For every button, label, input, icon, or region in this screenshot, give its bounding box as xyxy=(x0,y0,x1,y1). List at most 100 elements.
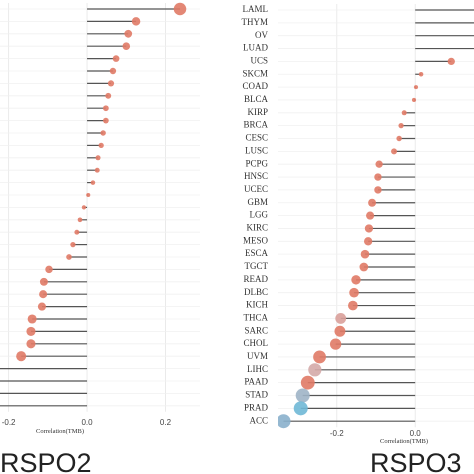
chart-title: RSPO3 xyxy=(370,448,462,474)
y-tick-label: THYM xyxy=(242,17,269,27)
dot xyxy=(81,205,87,210)
y-tick-label: PCPG xyxy=(245,158,268,168)
dot xyxy=(103,105,109,112)
y-tick-label: LUSC xyxy=(245,145,268,155)
y-tick-label: GBM xyxy=(247,197,268,207)
dot xyxy=(278,414,291,429)
dot xyxy=(447,57,455,66)
dot xyxy=(77,217,83,223)
dot xyxy=(349,287,359,298)
y-tick-label: SARC xyxy=(244,325,268,335)
y-tick-label: UVM xyxy=(247,351,268,361)
y-tick-label: BRCA xyxy=(243,120,268,130)
labels-right: -0.2 0.0 LAML THYM OV LUAD UCS SKCM COAD BLCA KIRP… xyxy=(242,4,462,474)
dot xyxy=(37,302,47,311)
dot xyxy=(366,211,375,220)
dot xyxy=(39,290,48,299)
dot xyxy=(348,300,358,311)
dot xyxy=(411,97,417,103)
y-tick-label: KIRC xyxy=(246,223,268,233)
dot xyxy=(308,363,322,377)
dot xyxy=(375,160,383,168)
dot xyxy=(313,350,326,364)
dot xyxy=(295,388,310,403)
y-tick-label: UCEC xyxy=(244,184,268,194)
chart-title: RSPO2 xyxy=(0,448,92,474)
y-tick-label: ESCA xyxy=(245,248,269,258)
dot xyxy=(86,192,91,198)
dot xyxy=(398,123,404,129)
y-tick-label: ACC xyxy=(249,415,268,425)
dot xyxy=(374,173,382,181)
y-tick-label: TGCT xyxy=(245,261,269,271)
y-tick-label: BLCA xyxy=(244,94,269,104)
dot xyxy=(293,401,308,416)
x-tick-label: 0.2 xyxy=(160,418,172,427)
dot xyxy=(131,17,141,26)
x-tick-label: -0.2 xyxy=(2,418,16,427)
dot xyxy=(173,2,187,16)
dot xyxy=(26,326,36,336)
y-tick-label: HNSC xyxy=(244,171,268,181)
y-tick-label: CESC xyxy=(245,133,268,143)
y-tick-label: LGG xyxy=(250,210,269,220)
y-tick-label: UCS xyxy=(250,55,268,65)
dot xyxy=(364,224,374,233)
dot xyxy=(70,241,76,248)
dot xyxy=(413,85,419,90)
dot xyxy=(107,80,115,87)
x-axis-title: Correlation(TMB) xyxy=(36,428,84,435)
dot xyxy=(124,29,133,38)
x-tick-label: -0.2 xyxy=(330,429,344,438)
x-tick-label: 0.0 xyxy=(410,429,422,438)
y-tick-label: PRAD xyxy=(244,402,269,412)
y-tick-label: LIHC xyxy=(247,364,268,374)
dot xyxy=(300,375,315,390)
y-tick-label: THCA xyxy=(244,312,269,322)
dot xyxy=(351,275,361,285)
dot xyxy=(103,117,109,124)
dot xyxy=(122,42,131,50)
y-tick-label: MESO xyxy=(243,235,269,245)
dot xyxy=(66,254,72,260)
dot xyxy=(94,167,100,173)
y-tick-label: LUAD xyxy=(243,43,268,53)
dot xyxy=(335,312,347,324)
dot xyxy=(95,155,101,161)
plot-left xyxy=(0,2,200,412)
dot xyxy=(329,338,342,350)
y-tick-label: KIRP xyxy=(247,107,268,117)
y-tick-label: KICH xyxy=(246,300,268,310)
dot xyxy=(360,249,370,259)
y-tick-label: COAD xyxy=(242,81,268,91)
dot xyxy=(105,92,112,99)
dot xyxy=(98,142,104,149)
dot xyxy=(100,130,106,136)
y-tick-label: READ xyxy=(244,274,269,284)
dot xyxy=(334,325,346,337)
labels-left: -0.2 0.0 0.2 Correlation(TMB) RSPO2 xyxy=(0,418,172,474)
x-tick-label: 0.0 xyxy=(81,418,93,427)
dot xyxy=(26,339,36,349)
dot xyxy=(418,71,424,77)
dot xyxy=(396,135,402,142)
dot xyxy=(27,314,37,324)
y-tick-label: DLBC xyxy=(244,287,268,297)
y-tick-label: PAAD xyxy=(244,377,268,387)
dot xyxy=(112,55,120,62)
y-tick-label: OV xyxy=(255,30,268,40)
plot-right xyxy=(278,4,474,429)
dot xyxy=(359,262,369,272)
dot xyxy=(401,110,407,116)
dot xyxy=(374,186,382,194)
dot xyxy=(16,351,27,362)
y-tick-label: SKCM xyxy=(242,68,268,78)
dot xyxy=(90,180,96,185)
dot xyxy=(45,265,53,274)
dot xyxy=(39,277,48,286)
x-axis-title: Correlation(TMB) xyxy=(380,438,428,445)
dot xyxy=(391,148,398,155)
y-tick-label: CHOL xyxy=(244,338,269,348)
dot xyxy=(364,237,373,246)
